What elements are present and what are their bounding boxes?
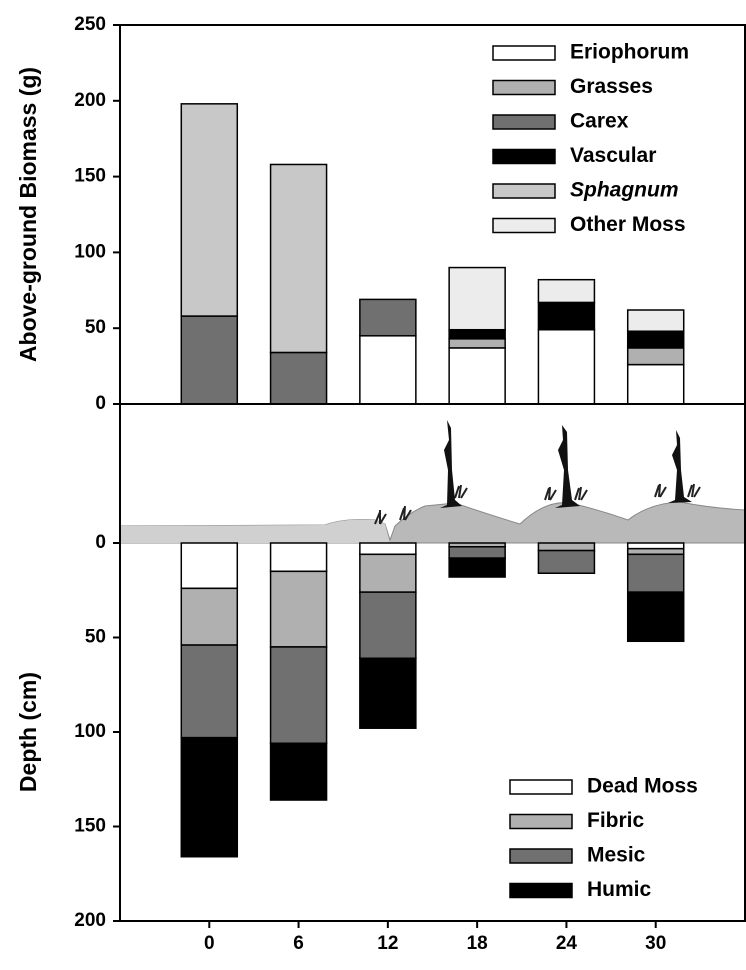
y-tick-label: 0 (95, 532, 106, 553)
legend-label: Eriophorum (570, 41, 689, 64)
legend-label: Carex (570, 110, 629, 133)
y-tick-label: 100 (74, 241, 106, 262)
legend-swatch (492, 217, 556, 234)
bar-segment (359, 298, 417, 337)
legend-label: Humic (587, 878, 652, 901)
legend-label: Sphagnum (570, 179, 679, 202)
bar-segment (448, 328, 506, 340)
legend-label: Dead Moss (587, 775, 698, 798)
bar-segment (269, 351, 328, 405)
bar-segment (180, 587, 239, 646)
bar-segment (626, 347, 685, 366)
bar-segment (269, 742, 328, 801)
legend-label: Other Moss (570, 213, 686, 236)
legend-label: Grasses (570, 75, 653, 98)
legend-swatch (509, 882, 573, 899)
bar-segment (359, 553, 417, 593)
bar-segment (537, 328, 596, 405)
legend-label: Vascular (570, 144, 656, 167)
bar-segment (626, 553, 685, 593)
bar-segment (180, 736, 239, 858)
bar-segment (626, 330, 685, 349)
bar-segment (269, 646, 328, 745)
bar-segment (359, 657, 417, 729)
illustration (119, 420, 746, 544)
y-axis-label: Above-ground Biomass (g) (15, 67, 41, 362)
bar-segment (537, 301, 596, 331)
bar-segment (537, 542, 596, 552)
y-tick-label: 100 (74, 721, 106, 742)
bar-segment (180, 542, 239, 590)
bar-segment (180, 315, 239, 405)
legend-swatch (492, 148, 556, 165)
y-tick-label: 200 (74, 90, 106, 111)
y-tick-label: 50 (85, 627, 106, 648)
legend-swatch (509, 848, 573, 864)
bar-segment (537, 278, 596, 304)
legend-swatch (492, 183, 556, 199)
bar-segment (180, 103, 239, 317)
bar-segment (448, 557, 506, 578)
bar-segment (448, 338, 506, 349)
bar-segment (359, 542, 417, 556)
bar-segment (180, 644, 239, 739)
x-tick-label: 0 (204, 933, 215, 954)
legend-label: Mesic (587, 844, 646, 867)
bar-segment (448, 266, 506, 331)
y-axis-label: Depth (cm) (15, 672, 41, 792)
legend-swatch (509, 813, 573, 830)
bar-segment (626, 547, 685, 556)
y-tick-label: 50 (85, 317, 106, 338)
bar-segment (626, 363, 685, 405)
x-tick-label: 30 (645, 933, 666, 954)
y-tick-label: 200 (74, 910, 106, 931)
y-tick-label: 0 (95, 393, 106, 414)
x-tick-label: 6 (293, 933, 304, 954)
legend-label: Fibric (587, 809, 644, 832)
bar-segment (448, 546, 506, 559)
y-tick-label: 150 (74, 166, 106, 187)
y-tick-label: 150 (74, 816, 106, 837)
bar-segment (626, 309, 685, 332)
bar-segment (537, 549, 596, 574)
bar-segment (626, 591, 685, 643)
y-tick-label: 250 (74, 14, 106, 35)
bar-segment (448, 347, 506, 405)
legend-swatch (492, 45, 556, 61)
bar-segment (359, 591, 417, 660)
bar-segment (269, 570, 328, 648)
legend-swatch (492, 79, 556, 96)
legend-swatch (492, 114, 556, 130)
bar-segment (359, 335, 417, 405)
x-tick-label: 18 (467, 933, 488, 954)
legend-swatch (509, 779, 573, 795)
x-tick-label: 24 (556, 933, 578, 954)
bar-segment (626, 542, 685, 550)
plot-frame (119, 24, 746, 922)
bar-segment (269, 542, 328, 573)
bar-segment (269, 163, 328, 354)
x-tick-label: 12 (377, 933, 398, 954)
